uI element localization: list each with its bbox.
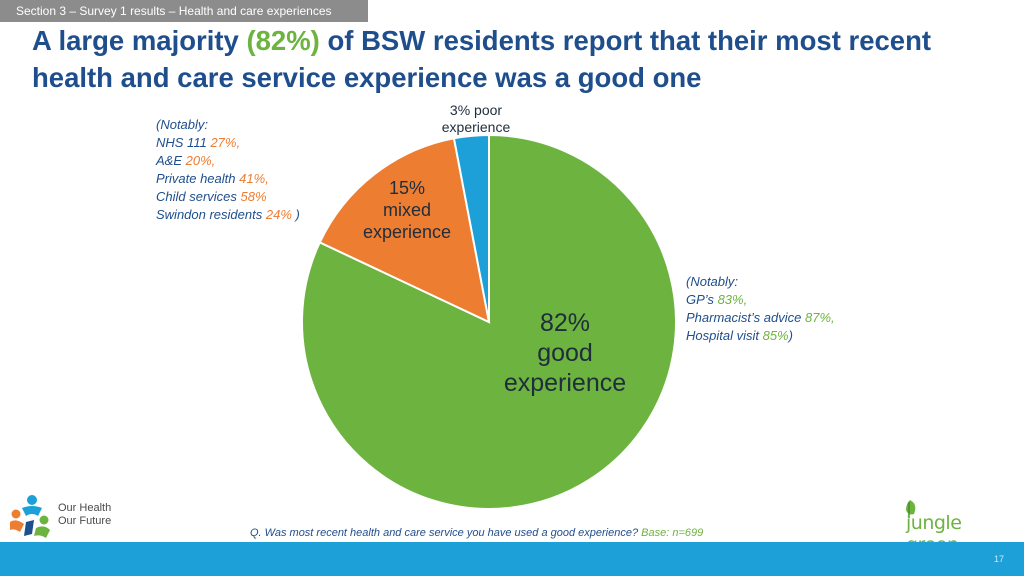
note-right-row: Pharmacist’s advice 87%,	[686, 309, 916, 327]
pie-slice-mixed	[318, 137, 491, 324]
mixed-text-label: mixed experience	[362, 200, 452, 242]
mixed-slice-label: 15% mixed experience	[352, 177, 462, 243]
survey-question: Q. Was most recent health and care servi…	[250, 527, 703, 539]
people-logo-icon	[10, 495, 50, 538]
section-tag: Section 3 – Survey 1 results – Health an…	[0, 0, 368, 22]
good-line2-label: experience	[503, 369, 627, 397]
note-left-value: 27%,	[210, 135, 241, 150]
good-slice-label: 82% good experience	[490, 308, 640, 398]
note-left-name: Swindon residents	[156, 207, 263, 222]
title-highlight: (82%)	[246, 25, 320, 56]
note-right-close: )	[788, 328, 793, 343]
note-left-row: Child services 58%	[156, 188, 356, 206]
note-left-close: )	[291, 207, 300, 222]
left-logo-line1: Our Health	[58, 502, 112, 514]
page-title: A large majority (82%) of BSW residents …	[32, 22, 992, 96]
poor-slice-label: 3% poor experience	[441, 102, 511, 135]
notably-right-note: (Notably: GP’s 83%, Pharmacist’s advice …	[686, 273, 916, 345]
note-left-value: 20%,	[185, 153, 216, 168]
our-health-our-future-logo: Our Health Our Future	[8, 494, 128, 540]
note-right-name: Hospital visit	[686, 328, 759, 343]
note-left-name: Child services	[156, 189, 237, 204]
question-text: Q. Was most recent health and care servi…	[250, 527, 639, 539]
mixed-pct-label: 15%	[388, 178, 426, 198]
good-line1-label: good	[537, 339, 593, 367]
left-logo-text: Our Health Our Future	[58, 502, 111, 528]
note-right-value: 83%,	[717, 292, 748, 307]
note-right-name: Pharmacist’s advice	[686, 310, 802, 325]
pie-slice-poor	[452, 133, 490, 323]
note-left-value: 41%,	[239, 171, 269, 186]
note-right-value: 85%	[762, 328, 789, 343]
note-left-intro: (Notably:	[156, 117, 209, 132]
note-right-intro: (Notably:	[686, 274, 739, 289]
good-pct-label: 82%	[539, 309, 591, 337]
note-right-name: GP’s	[686, 292, 714, 307]
note-left-name: A&E	[156, 153, 186, 168]
note-left-row: Private health 41%,	[156, 170, 356, 188]
jungle-green-logo: jungle green	[898, 498, 1014, 556]
note-right-row: Hospital visit 85%)	[686, 327, 916, 345]
note-left-value: 24%	[265, 207, 292, 222]
note-left-row: NHS 111 27%,	[156, 134, 356, 152]
leaf-icon	[906, 500, 916, 518]
note-left-value: 58%	[240, 189, 267, 204]
note-left-name: Private health	[156, 171, 236, 186]
base-text: Base: n=699	[641, 527, 704, 539]
note-left-row: A&E 20%,	[156, 152, 356, 170]
left-logo-line2: Our Future	[58, 515, 112, 527]
note-right-value: 87%,	[805, 310, 835, 325]
note-right-row: GP’s 83%,	[686, 291, 916, 309]
note-left-name: NHS 111	[156, 135, 207, 150]
note-left-row: Swindon residents 24% )	[156, 206, 356, 224]
footer-band	[0, 542, 1024, 576]
title-part1: A large majority	[32, 25, 247, 56]
title-part2: of BSW residents report that their most …	[32, 25, 932, 93]
notably-left-note: (Notably: NHS 111 27%, A&E 20%, Private …	[156, 116, 356, 224]
page-number: 17	[993, 554, 1004, 564]
